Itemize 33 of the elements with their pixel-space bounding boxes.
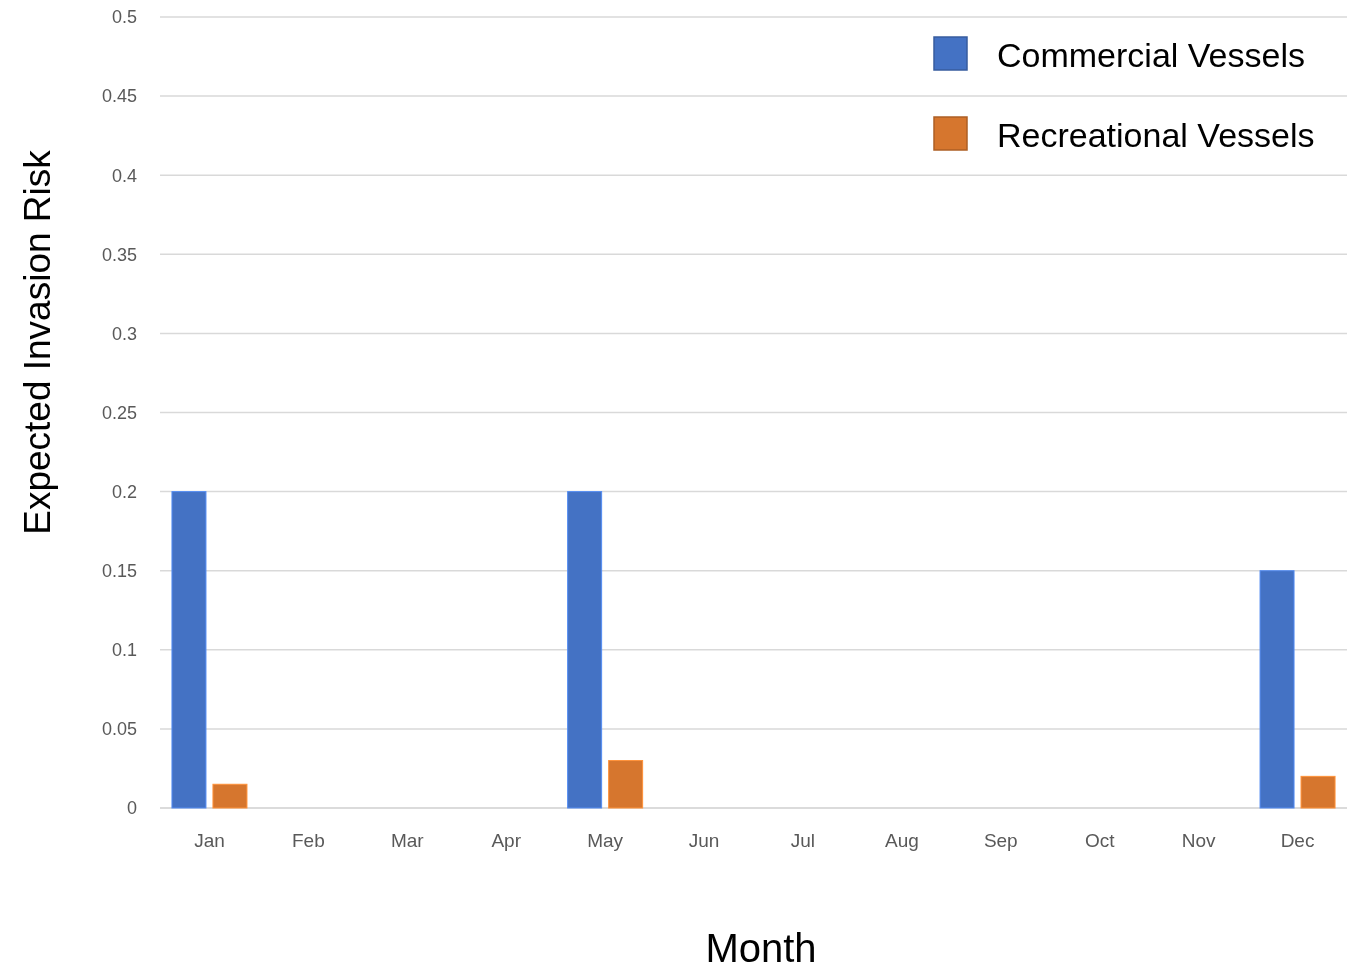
x-tick-label: Sep xyxy=(983,830,1018,851)
y-tick-label: 0.4 xyxy=(111,165,137,186)
y-tick-label: 0.35 xyxy=(101,244,137,265)
bar xyxy=(1300,775,1336,809)
x-tick-label: Jun xyxy=(688,830,720,851)
x-tick-label: Apr xyxy=(491,830,522,851)
y-tick-label: 0.3 xyxy=(111,323,137,344)
x-tick-label: May xyxy=(587,830,624,851)
y-tick-label: 0.5 xyxy=(111,7,137,28)
x-tick-label: Dec xyxy=(1280,830,1315,851)
x-tick-label: Jan xyxy=(194,830,225,851)
bar xyxy=(171,491,207,809)
y-axis-title: Expected Invasion Risk xyxy=(17,149,58,535)
bar xyxy=(1259,570,1295,809)
x-axis-title: Month xyxy=(705,926,817,970)
y-tick-label: 0.15 xyxy=(101,561,137,581)
x-tick-label: Oct xyxy=(1084,830,1116,851)
y-tick-label: 0.1 xyxy=(111,640,137,661)
bar xyxy=(212,783,248,809)
y-tick-label: 0.45 xyxy=(101,86,137,107)
x-tick-label: Nov xyxy=(1181,830,1217,851)
x-tick-label: Jul xyxy=(790,830,816,851)
y-tick-label: 0.2 xyxy=(111,481,137,502)
y-tick-label: 0.05 xyxy=(101,719,137,740)
legend-label: Recreational Vessels xyxy=(997,116,1315,154)
y-tick-label: 0.25 xyxy=(101,402,137,423)
bar xyxy=(608,760,644,809)
legend-label: Commercial Vessels xyxy=(997,36,1305,74)
y-tick-label: 0 xyxy=(126,798,137,819)
x-tick-label: Aug xyxy=(884,830,919,851)
x-tick-label: Feb xyxy=(292,830,325,851)
bar xyxy=(567,491,603,809)
x-tick-label: Mar xyxy=(390,830,425,851)
